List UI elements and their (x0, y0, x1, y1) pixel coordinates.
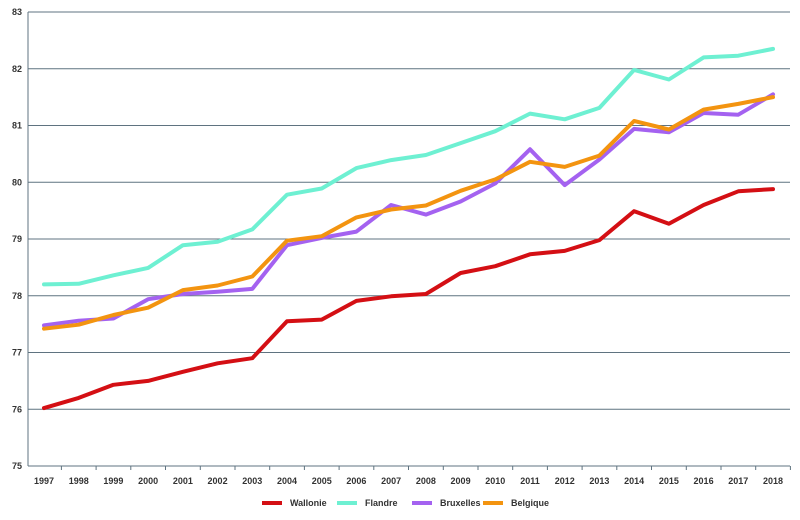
x-tick-label: 2013 (589, 476, 609, 486)
legend-label-bruxelles: Bruxelles (440, 498, 481, 508)
x-tick-label: 2017 (728, 476, 748, 486)
legend-label-wallonie: Wallonie (290, 498, 327, 508)
x-tick-label: 2007 (381, 476, 401, 486)
x-tick-label: 2002 (208, 476, 228, 486)
x-tick-label: 2016 (694, 476, 714, 486)
y-tick-labels: 75 76 77 78 79 80 81 82 83 (12, 7, 22, 471)
y-tick-label: 81 (12, 121, 22, 131)
x-tick-label: 2010 (485, 476, 505, 486)
x-tick-label: 2004 (277, 476, 297, 486)
x-tick-label: 2008 (416, 476, 436, 486)
series-line-flandre (42, 46, 775, 287)
series-line-belgique (42, 95, 775, 331)
series-lines (42, 46, 775, 411)
y-tick-label: 79 (12, 234, 22, 244)
y-tick-label: 76 (12, 404, 22, 414)
x-tick-label: 2003 (242, 476, 262, 486)
y-tick-label: 82 (12, 64, 22, 74)
x-tick-label: 2006 (346, 476, 366, 486)
x-tick-label: 2000 (138, 476, 158, 486)
x-tick-label: 2011 (520, 476, 540, 486)
x-tick-label: 1999 (103, 476, 123, 486)
x-tick-label: 2012 (555, 476, 575, 486)
series-line-wallonie (42, 187, 775, 411)
x-tick-labels: 1997 1998 1999 2000 2001 2002 2003 2004 2005 2006… (34, 466, 791, 486)
x-tick-label: 2018 (763, 476, 783, 486)
y-tick-label: 75 (12, 461, 22, 471)
legend-label-flandre: Flandre (365, 498, 398, 508)
x-tick-label: 2009 (451, 476, 471, 486)
y-tick-label: 77 (12, 348, 22, 358)
x-tick-label: 1997 (34, 476, 54, 486)
legend: Wallonie Flandre Bruxelles Belgique (262, 498, 549, 508)
series-line-bruxelles (42, 92, 775, 328)
x-tick-label: 1998 (69, 476, 89, 486)
legend-label-belgique: Belgique (511, 498, 549, 508)
y-tick-label: 78 (12, 291, 22, 301)
y-tick-label: 80 (12, 177, 22, 187)
y-tick-label: 83 (12, 7, 22, 17)
x-tick-label: 2001 (173, 476, 193, 486)
x-tick-label: 2015 (659, 476, 679, 486)
x-tick-label: 2014 (624, 476, 644, 486)
x-tick-label: 2005 (312, 476, 332, 486)
